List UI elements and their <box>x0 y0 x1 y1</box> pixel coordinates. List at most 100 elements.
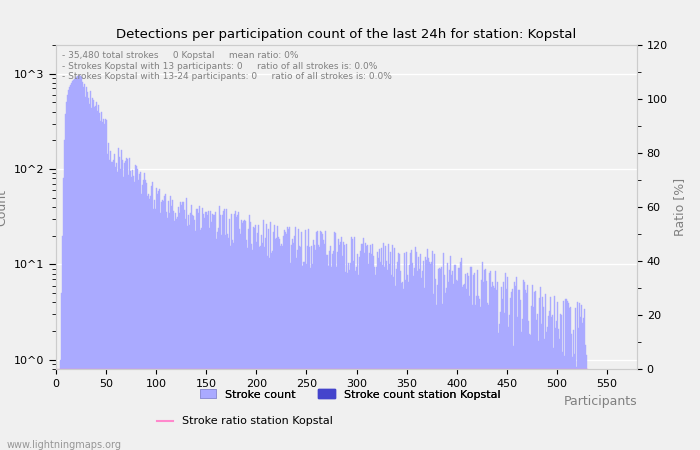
Bar <box>352 239 353 450</box>
Bar <box>517 317 518 450</box>
Bar <box>394 248 395 450</box>
Bar <box>293 243 294 450</box>
Bar <box>104 118 106 450</box>
Bar <box>508 327 510 450</box>
Bar <box>219 206 220 450</box>
Bar <box>414 268 415 450</box>
Bar <box>305 230 306 450</box>
Bar <box>388 244 389 450</box>
Bar <box>132 176 134 450</box>
Bar <box>419 269 420 450</box>
Bar <box>124 163 125 450</box>
Bar <box>329 251 330 450</box>
Bar <box>146 183 147 450</box>
Bar <box>175 213 176 450</box>
Bar <box>118 157 120 450</box>
Bar <box>582 323 583 450</box>
Bar <box>356 267 357 450</box>
Bar <box>237 215 238 450</box>
Bar <box>153 208 154 450</box>
Bar <box>532 285 533 450</box>
Bar <box>197 213 199 450</box>
Bar <box>409 265 410 450</box>
Bar <box>452 271 453 450</box>
Bar <box>564 356 566 450</box>
Bar <box>584 309 585 450</box>
Bar <box>252 250 253 450</box>
Bar <box>147 196 148 450</box>
Bar <box>411 250 412 450</box>
Bar <box>262 243 263 450</box>
Bar <box>270 222 271 450</box>
Bar <box>562 352 564 450</box>
Bar <box>506 289 507 450</box>
Bar <box>474 273 475 450</box>
Bar <box>337 252 338 450</box>
Bar <box>336 267 337 450</box>
Bar <box>218 228 219 450</box>
Bar <box>129 158 130 450</box>
Bar <box>157 194 158 450</box>
Bar <box>357 254 358 450</box>
Bar <box>522 319 524 450</box>
Bar <box>106 154 108 450</box>
Bar <box>303 262 304 450</box>
Bar <box>345 272 346 450</box>
Bar <box>204 218 205 450</box>
Bar <box>238 212 239 450</box>
Bar <box>185 219 186 450</box>
Bar <box>99 121 101 450</box>
Bar <box>306 265 307 450</box>
Bar <box>547 327 548 450</box>
Bar <box>256 242 257 450</box>
Bar <box>162 201 164 450</box>
Bar <box>489 273 490 450</box>
Bar <box>313 240 314 450</box>
Bar <box>393 277 394 450</box>
Bar <box>458 268 459 450</box>
Bar <box>372 243 373 450</box>
Bar <box>428 258 429 450</box>
Bar <box>475 305 476 450</box>
Bar <box>276 238 277 450</box>
Bar <box>209 228 210 450</box>
Bar <box>539 298 540 450</box>
Bar <box>113 154 115 450</box>
Bar <box>172 200 173 450</box>
Bar <box>138 180 139 450</box>
Bar <box>470 267 471 450</box>
Bar <box>497 282 498 450</box>
Bar <box>368 264 369 450</box>
Bar <box>302 266 303 450</box>
Bar <box>450 256 452 450</box>
Bar <box>290 263 291 450</box>
Bar <box>217 232 218 450</box>
Bar <box>232 240 233 450</box>
Text: - 35,480 total strokes     0 Kopstal     mean ratio: 0%
- Strokes Kopstal with 1: - 35,480 total strokes 0 Kopstal mean ra… <box>62 51 392 81</box>
Bar <box>196 209 197 450</box>
Bar <box>426 260 427 450</box>
Bar <box>173 211 174 450</box>
Bar <box>473 275 474 450</box>
Bar <box>350 263 351 450</box>
Bar <box>328 266 329 450</box>
Bar <box>280 247 281 450</box>
Y-axis label: Count: Count <box>0 189 8 225</box>
Bar <box>378 258 379 450</box>
Bar <box>67 90 69 450</box>
Bar <box>267 256 268 450</box>
Bar <box>96 102 97 450</box>
Bar <box>399 254 400 450</box>
Bar <box>117 171 118 450</box>
Bar <box>420 254 421 450</box>
Bar <box>389 264 390 450</box>
Bar <box>176 217 178 450</box>
Bar <box>527 285 528 450</box>
Bar <box>94 106 96 450</box>
Bar <box>301 232 302 450</box>
Bar <box>373 256 374 450</box>
Bar <box>183 210 185 450</box>
Bar <box>159 189 160 450</box>
Bar <box>244 220 245 450</box>
Bar <box>246 240 247 450</box>
